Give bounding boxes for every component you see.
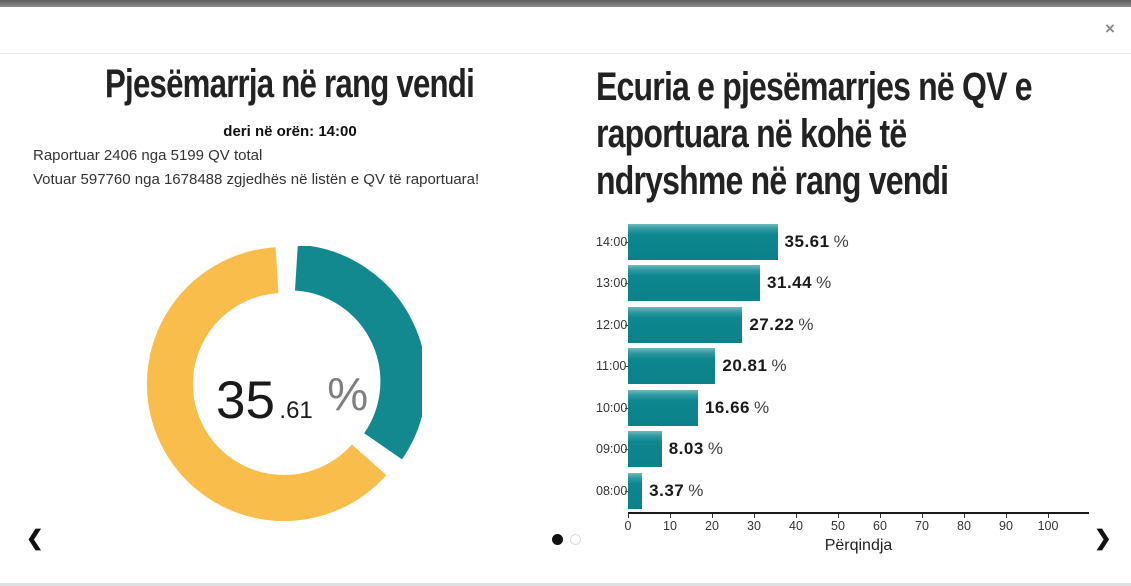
bar-row: 11:00 20.81% bbox=[596, 346, 1116, 388]
window-top-strip bbox=[0, 0, 1131, 7]
carousel-next-icon[interactable]: ❯ bbox=[1094, 527, 1112, 550]
left-chart-title: Pjesëmarrja në rang vendi bbox=[105, 62, 476, 106]
x-tick-label: 30 bbox=[747, 518, 761, 533]
x-tick-label: 20 bbox=[705, 518, 719, 533]
bar-value-label: 16.66% bbox=[704, 397, 770, 417]
donut-segment-remainder[interactable] bbox=[147, 247, 387, 521]
header-divider bbox=[0, 53, 1131, 54]
y-axis-label: 10:00 bbox=[596, 400, 628, 415]
y-axis-tick bbox=[625, 283, 629, 285]
x-tick-mark bbox=[712, 513, 713, 518]
y-axis-tick bbox=[625, 241, 629, 243]
bar-10:00[interactable] bbox=[628, 389, 698, 426]
bar-row: 09:00 8.03% bbox=[596, 429, 1116, 471]
participation-donut-chart: 35 .61 % bbox=[146, 246, 422, 522]
national-participation-panel: Pjesëmarrja në rang vendi deri në orën: … bbox=[0, 62, 580, 188]
bar-value-label: 8.03% bbox=[668, 439, 723, 459]
x-tick-mark bbox=[628, 513, 629, 518]
x-tick-mark bbox=[838, 513, 839, 518]
y-axis-label: 12:00 bbox=[596, 317, 628, 332]
as-of-time-label: deri në orën: 14:00 bbox=[223, 123, 357, 140]
x-tick-label: 50 bbox=[831, 518, 845, 533]
close-icon[interactable]: × bbox=[1105, 19, 1115, 38]
x-tick-mark bbox=[796, 513, 797, 518]
y-axis-label: 11:00 bbox=[596, 359, 627, 374]
bar-08:00[interactable] bbox=[628, 472, 643, 509]
y-axis-tick bbox=[625, 324, 629, 326]
carousel-prev-icon[interactable]: ❮ bbox=[26, 527, 44, 550]
x-tick-mark bbox=[1006, 513, 1007, 518]
bar-value-label: 31.44% bbox=[767, 273, 832, 293]
x-tick-label: 0 bbox=[624, 518, 632, 533]
carousel-dots bbox=[552, 534, 581, 545]
bar-value-label: 27.22% bbox=[749, 314, 814, 334]
carousel-dot-1[interactable] bbox=[552, 534, 563, 545]
bar-value-label: 35.61% bbox=[784, 231, 849, 251]
y-axis-label: 14:00 bbox=[596, 234, 628, 249]
x-tick-mark bbox=[880, 513, 881, 518]
y-axis-tick bbox=[625, 366, 629, 368]
x-tick-label: 60 bbox=[873, 518, 887, 533]
window-bottom-strip bbox=[0, 583, 1131, 586]
x-tick-label: 10 bbox=[663, 518, 677, 533]
bar-12:00[interactable] bbox=[628, 306, 743, 343]
x-tick-mark bbox=[964, 513, 965, 518]
hourly-participation-bar-chart: 14:00 35.61% 13:00 31.44% 12:00 27.22% 11:00 20… bbox=[596, 221, 1116, 555]
donut-center-value: 35 .61 % bbox=[216, 368, 368, 430]
x-tick-label: 100 bbox=[1037, 518, 1059, 533]
x-tick-label: 70 bbox=[915, 518, 929, 533]
voted-count-line: Votuar 597760 nga 1678488 zgjedhës në li… bbox=[33, 171, 480, 188]
right-chart-title: Ecuria e pjesëmarrjes në QV e raportuara… bbox=[596, 65, 1033, 203]
bar-value-label: 3.37% bbox=[649, 480, 704, 500]
y-axis-tick bbox=[625, 449, 629, 451]
bar-rows: 14:00 35.61% 13:00 31.44% 12:00 27.22% 11:00 20… bbox=[596, 221, 1116, 512]
x-tick-label: 80 bbox=[957, 518, 971, 533]
x-axis-title: Përqindja bbox=[824, 536, 893, 554]
bar-14:00[interactable] bbox=[628, 223, 778, 260]
y-axis-tick bbox=[625, 490, 629, 492]
bar-row: 12:00 27.22% bbox=[596, 304, 1116, 346]
y-axis-tick bbox=[625, 407, 629, 409]
bar-value-label: 20.81% bbox=[722, 356, 787, 376]
y-axis-label: 08:00 bbox=[596, 483, 628, 498]
x-axis-ticks: 0 10 20 30 40 50 60 70 80 90 100 bbox=[624, 513, 1089, 536]
carousel-dot-2[interactable] bbox=[570, 534, 581, 545]
bar-row: 14:00 35.61% bbox=[596, 221, 1116, 263]
x-tick-label: 40 bbox=[789, 518, 803, 533]
x-tick-mark bbox=[670, 513, 671, 518]
bar-row: 08:00 3.37% bbox=[596, 470, 1116, 512]
hourly-trend-panel: Ecuria e pjesëmarrjes në QV e raportuara… bbox=[596, 64, 1116, 205]
bar-09:00[interactable] bbox=[628, 431, 662, 467]
y-axis-label: 13:00 bbox=[596, 276, 628, 291]
reported-qv-line: Raportuar 2406 nga 5199 QV total bbox=[33, 147, 263, 164]
bar-row: 13:00 31.44% bbox=[596, 263, 1116, 305]
x-tick-mark bbox=[1048, 513, 1049, 518]
bar-row: 10:00 16.66% bbox=[596, 387, 1116, 429]
x-tick-label: 90 bbox=[999, 518, 1013, 533]
y-axis-label: 09:00 bbox=[596, 442, 628, 457]
x-tick-mark bbox=[922, 513, 923, 518]
bar-13:00[interactable] bbox=[628, 265, 760, 301]
bar-11:00[interactable] bbox=[628, 348, 716, 384]
x-axis-line bbox=[628, 511, 1089, 514]
x-tick-mark bbox=[754, 513, 755, 518]
donut-segment-participation[interactable] bbox=[294, 246, 422, 460]
